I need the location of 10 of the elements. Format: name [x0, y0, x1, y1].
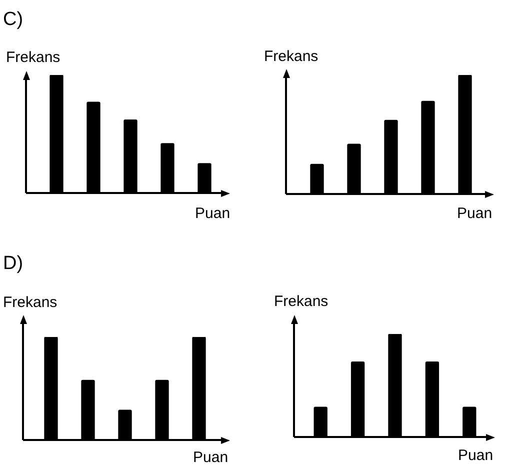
y-axis-title: Frekans: [264, 48, 318, 65]
chart-title: D): [3, 253, 24, 274]
y-axis-title: Frekans: [3, 294, 58, 311]
y-axis-title: Frekans: [6, 49, 60, 66]
x-axis-title: Puan: [193, 449, 228, 466]
chart-title: C): [3, 9, 24, 30]
x-axis-title: Puan: [458, 447, 494, 464]
y-axis-title: Frekans: [274, 293, 328, 310]
x-axis-title: Puan: [195, 205, 230, 222]
x-axis-title: Puan: [457, 205, 492, 222]
